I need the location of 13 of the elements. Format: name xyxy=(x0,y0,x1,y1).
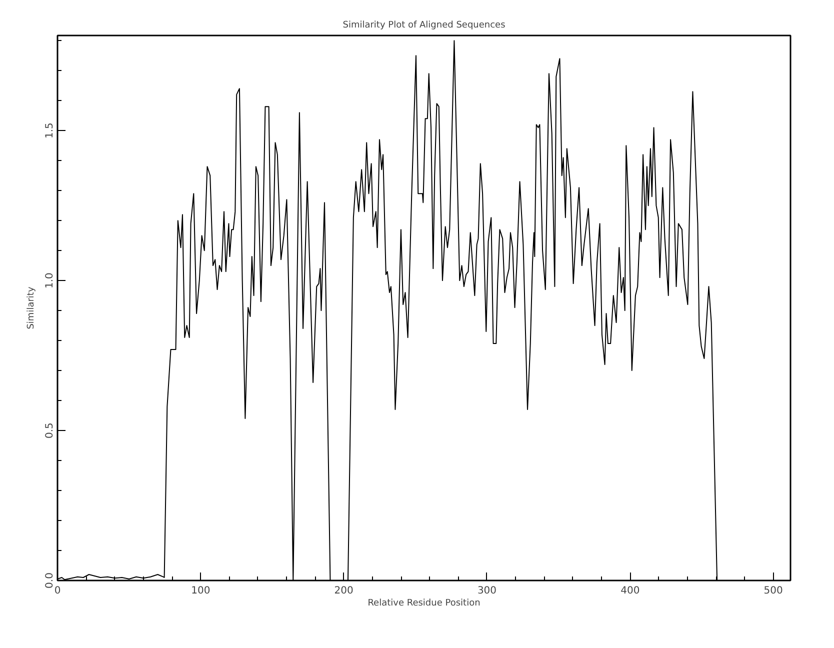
chart-title: Similarity Plot of Aligned Sequences xyxy=(342,20,506,30)
y-axis-title: Similarity xyxy=(26,286,36,330)
y-tick-label: 1.5 xyxy=(44,122,56,139)
y-tick-label: 1.0 xyxy=(44,272,56,289)
y-tick-label: 0.5 xyxy=(44,422,56,438)
x-axis-title: Relative Residue Position xyxy=(368,598,480,608)
x-tick-label: 400 xyxy=(620,586,640,596)
x-tick-label: 200 xyxy=(334,586,354,596)
x-tick-label: 0 xyxy=(54,586,61,596)
x-tick-label: 500 xyxy=(764,586,783,596)
x-tick-label: 300 xyxy=(477,586,497,596)
x-tick-label: 100 xyxy=(191,586,210,596)
y-tick-label: 0.0 xyxy=(44,572,56,588)
